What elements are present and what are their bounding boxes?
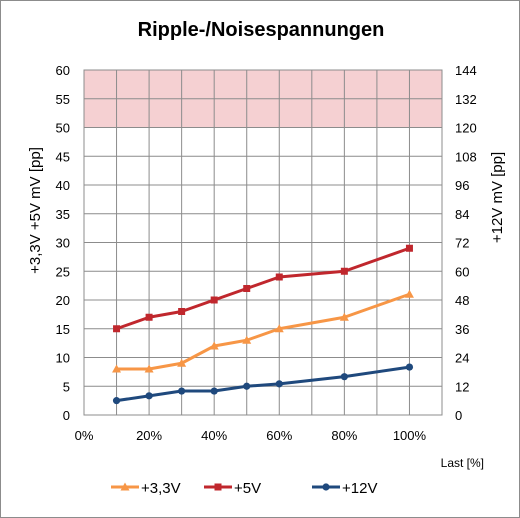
series-line [116, 246, 410, 331]
series-line [116, 292, 410, 371]
left-tick-label: 15 [56, 322, 70, 337]
right-tick-label: 72 [455, 236, 469, 251]
left-tick-label: 5 [63, 379, 70, 394]
series-3-3v [112, 289, 414, 373]
data-point-circle [405, 363, 414, 371]
x-axis-label: Last [%] [441, 456, 484, 470]
right-tick-label: 108 [455, 149, 477, 164]
data-point-triangle [209, 341, 219, 350]
x-tick-label: 100% [393, 428, 427, 443]
data-point-circle [112, 397, 121, 405]
series-line [116, 365, 410, 403]
left-tick-label: 0 [63, 408, 70, 423]
data-point-triangle [112, 364, 122, 373]
x-tick-label: 60% [266, 428, 292, 443]
left-tick-label: 60 [56, 63, 70, 78]
data-point-square [340, 267, 348, 275]
series-group [112, 244, 414, 405]
left-axis-label: +3,3V +5V mV [pp] [27, 147, 44, 274]
left-tick-label: 25 [56, 264, 70, 279]
chart-title: Ripple-/Noisespannungen [138, 19, 385, 41]
right-tick-label: 48 [455, 293, 469, 308]
left-tick-label: 50 [56, 121, 70, 136]
data-point-square [243, 285, 251, 292]
data-point-triangle [120, 482, 130, 491]
legend-entry: +5V [204, 480, 261, 497]
right-tick-label: 0 [455, 408, 462, 423]
right-tick-label: 60 [455, 264, 469, 279]
legend: +3,3V +5V +12V [111, 480, 377, 497]
plot-area [83, 69, 443, 416]
x-tick-label: 20% [136, 428, 162, 443]
data-point-triangle [404, 289, 414, 298]
x-tick-label: 40% [201, 428, 227, 443]
series-5v [113, 244, 413, 333]
data-point-circle [243, 382, 251, 390]
left-tick-label: 10 [56, 351, 70, 366]
right-tick-label: 96 [455, 178, 469, 193]
left-tick-label: 40 [56, 178, 70, 193]
data-point-square [405, 244, 413, 252]
data-point-triangle [242, 335, 252, 344]
series-12v [112, 363, 414, 405]
right-tick-label: 144 [455, 63, 477, 78]
data-point-square [178, 308, 186, 315]
plot-border [83, 69, 443, 416]
legend-entry: +3,3V [111, 480, 181, 497]
right-axis-label: +12V mV [pp] [489, 152, 506, 243]
data-point-circle [275, 380, 283, 388]
right-tick-label: 24 [455, 351, 469, 366]
data-point-circle [145, 392, 153, 400]
legend-label: +12V [342, 480, 377, 497]
right-tick-label: 36 [455, 322, 469, 337]
legend-entry: +12V [312, 480, 377, 497]
data-point-circle [322, 483, 330, 491]
data-point-square [275, 273, 283, 281]
left-tick-label: 55 [56, 92, 70, 107]
left-tick-label: 30 [56, 236, 70, 251]
axes: 0 5 10 15 20 25 30 35 40 45 50 55 60 0 12 24 36 48 60 72 84 9… [27, 63, 506, 470]
left-tick-label: 35 [56, 207, 70, 222]
data-point-square [113, 325, 121, 333]
data-point-square [214, 483, 222, 491]
right-tick-label: 12 [455, 379, 469, 394]
data-point-square [145, 313, 153, 321]
left-tick-label: 45 [56, 149, 70, 164]
legend-label: +3,3V [141, 480, 181, 497]
data-point-circle [340, 373, 348, 381]
data-point-triangle [339, 312, 349, 321]
right-tick-label: 132 [455, 92, 477, 107]
data-point-triangle [177, 358, 187, 367]
data-point-circle [178, 387, 186, 395]
data-point-triangle [274, 324, 284, 333]
right-tick-label: 84 [455, 207, 469, 222]
right-tick-label: 120 [455, 121, 477, 136]
legend-label: +5V [234, 480, 261, 497]
data-point-circle [210, 387, 218, 395]
data-point-triangle [144, 364, 154, 373]
x-tick-label: 80% [331, 428, 357, 443]
left-tick-label: 20 [56, 293, 70, 308]
data-point-square [210, 296, 218, 304]
x-tick-label: 0% [75, 428, 94, 443]
